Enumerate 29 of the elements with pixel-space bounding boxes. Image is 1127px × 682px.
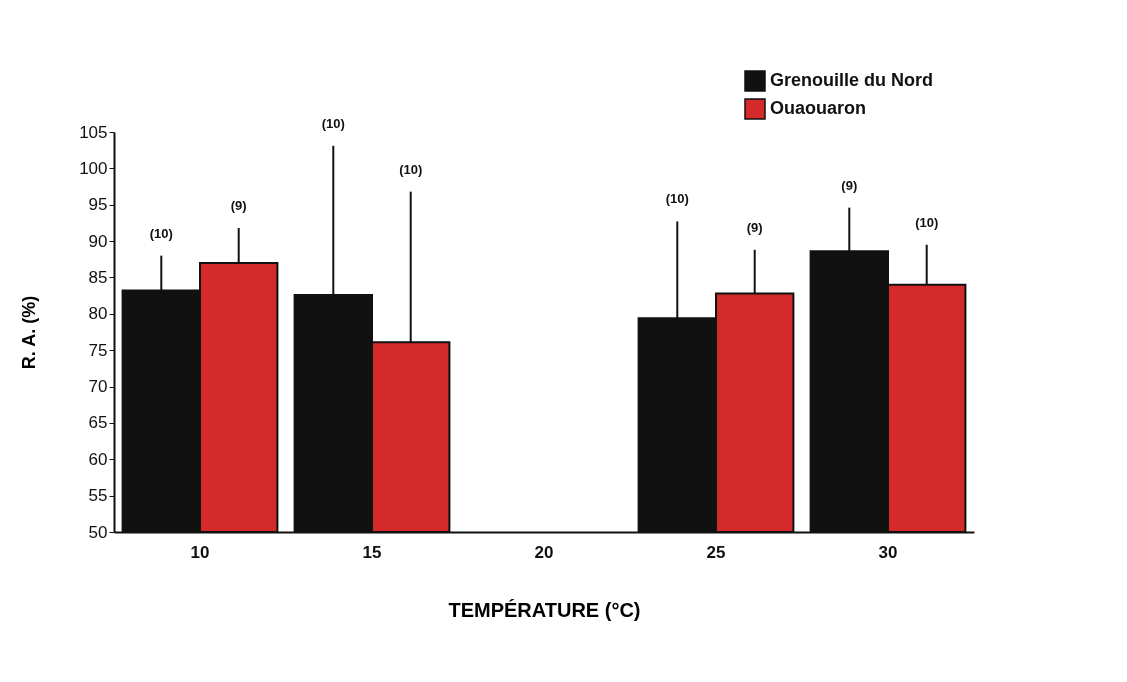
annotation: (9) [746,219,763,235]
y-tick-label: 105 [79,122,108,142]
y-tick-label: 85 [88,267,108,287]
legend-label: Grenouille du Nord [770,70,934,90]
legend-label: Ouaouaron [770,98,867,118]
x-tick-label: 30 [878,542,898,562]
y-tick-label: 50 [88,522,108,542]
x-tick-label: 25 [706,542,726,562]
y-tick-label: 80 [88,304,108,324]
annotation: (10) [665,191,689,207]
y-tick-label: 65 [88,413,108,433]
annotation: (10) [399,161,423,177]
annotation: (9) [230,198,247,213]
y-tick-label: 90 [88,231,108,251]
y-tick-label: 55 [88,486,108,506]
x-tick-label: 10 [190,542,210,562]
x-axis-title: TEMPÉRATURE (°C) [448,598,641,621]
y-tick-label: 75 [88,340,108,360]
y-axis-title: R. A. (%) [19,295,40,370]
y-tick-label: 70 [88,377,108,397]
y-tick-label: 95 [88,195,108,215]
annotation: (9) [841,177,858,193]
annotation: (10) [149,225,173,241]
x-tick-label: 20 [534,542,554,562]
y-tick-label: 60 [88,449,108,469]
annotation: (10) [915,214,939,230]
y-tick-label: 100 [79,158,108,178]
x-tick-label: 15 [362,542,382,562]
text: (10) [321,115,345,131]
